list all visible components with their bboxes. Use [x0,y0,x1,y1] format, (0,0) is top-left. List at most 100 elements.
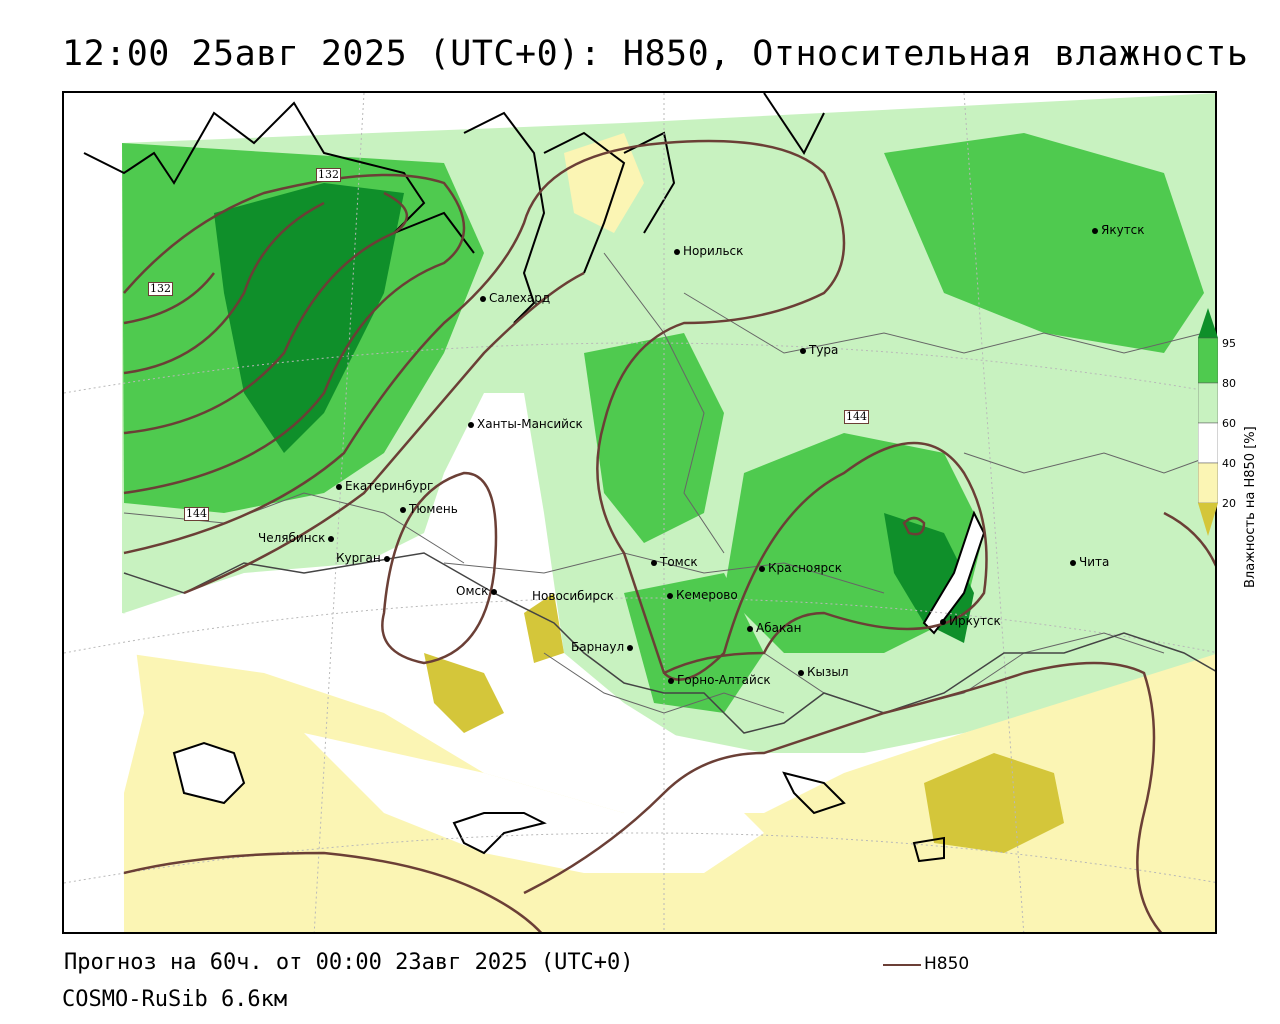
city-dot [400,506,406,513]
city-dot [674,248,680,255]
coastline [83,93,825,324]
city-dot [1092,227,1098,234]
city-marker: Барнаул [571,640,636,654]
city-label: Абакан [756,621,802,635]
city-dot [491,588,498,595]
city-label: Чита [1079,555,1110,569]
city-label: Кызыл [807,665,849,679]
humidity-lt20-patch-3 [524,593,564,663]
city-marker: Новосибирск [532,589,614,603]
country-border [123,552,1215,734]
humidity-lt20-patch-2 [424,653,504,733]
legend-tick: 60 [1222,417,1236,430]
city-marker: Екатеринбург [336,479,433,493]
humidity-lt20-patch-4 [564,133,644,233]
city-marker: Кемерово [667,588,738,602]
city-dot [468,421,474,428]
humidity-80-95-altai [624,573,764,713]
city-dot [759,565,765,572]
humidity-20-40-area [124,653,1215,932]
city-label: Новосибирск [532,589,614,603]
city-marker: Кызыл [798,665,849,679]
colorbar-60-80 [1198,382,1218,424]
lake-balkhash [452,812,547,855]
colorbar-20-40 [1198,462,1218,504]
colorbar-lt20 [1198,503,1218,536]
city-label: Тюмень [409,502,458,516]
humidity-40-60-south [304,733,764,873]
city-label: Екатеринбург [345,479,434,493]
city-marker: Омск [456,584,500,598]
city-label: Салехард [489,291,551,305]
humidity-40-60-sw [64,633,144,813]
map-title: 12:00 25авг 2025 (UTC+0): H850, Относите… [62,34,1249,74]
city-label: Якутск [1101,223,1145,237]
legend-tick: 95 [1222,337,1236,350]
colorbar-40-60 [1198,422,1218,464]
humidity-gt95-nw [214,183,404,453]
city-marker: Тура [800,343,838,357]
legend-tick: 80 [1222,377,1236,390]
city-marker: Иркутск [940,614,1001,628]
city-dot [383,555,390,562]
city-marker: Абакан [747,621,801,635]
city-label: Красноярск [768,561,842,575]
legend-tick: 40 [1222,457,1236,470]
city-dot [668,677,674,684]
city-marker: Курган [336,551,393,565]
city-label: Челябинск [258,531,326,545]
city-dot [798,669,804,676]
contour-label: 132 [148,282,173,296]
city-dot [800,347,806,354]
city-label: Ханты-Мансийск [477,417,583,431]
city-label: Иркутск [949,614,1001,628]
city-marker: Ханты-Мансийск [468,417,583,431]
city-marker: Тюмень [400,502,458,516]
legend-tick: 20 [1222,497,1236,510]
city-label: Кемерово [676,588,738,602]
contour-label: 132 [316,168,341,182]
humidity-lt20-patch-1 [924,753,1064,853]
humidity-40-60-area [124,393,704,833]
city-dot [667,592,673,599]
city-dot [328,535,335,542]
city-label: Томск [660,555,698,569]
h850-contours [123,139,1215,932]
city-marker: Чита [1070,555,1109,569]
contour-label: 144 [184,507,209,521]
city-label: Барнаул [571,640,625,654]
map-panel: 132 132 144 144 Норильск Якутск Салехард… [62,91,1217,934]
humidity-80-95-center [584,333,724,543]
city-marker: Горно-Алтайск [668,673,771,687]
city-label: Горно-Алтайск [677,673,771,687]
city-dot [336,483,342,490]
humidity-80-95-ne [884,133,1204,353]
city-marker: Красноярск [759,561,842,575]
city-label: Курган [336,551,381,565]
city-marker: Салехард [480,291,550,305]
colorbar-80-95 [1198,337,1218,384]
humidity-colorbar [1198,308,1218,536]
contour-legend-label: H850 [924,954,970,974]
legend-title-text: Влажность на H850 [%] [1243,426,1258,588]
legend-title: Влажность на H850 [%] [1243,340,1267,590]
city-marker: Якутск [1092,223,1145,237]
city-label: Тура [809,343,839,357]
city-dot [627,644,634,651]
city-marker: Норильск [674,244,743,258]
graticule [64,93,1215,932]
contour-legend-line [883,964,921,966]
city-dot [1070,559,1076,566]
colorbar-gt95 [1198,308,1218,338]
city-marker: Челябинск [258,531,337,545]
city-label: Омск [456,584,489,598]
forecast-info: Прогноз на 60ч. от 00:00 23авг 2025 (UTC… [64,950,634,975]
city-dot [940,618,946,625]
caspian-aral [172,741,246,805]
model-name: COSMO-RuSib 6.6км [62,987,288,1012]
contour-label: 144 [844,410,869,424]
lake-south-2 [912,836,945,863]
city-marker: Томск [651,555,698,569]
city-dot [480,295,486,302]
city-dot [651,559,657,566]
